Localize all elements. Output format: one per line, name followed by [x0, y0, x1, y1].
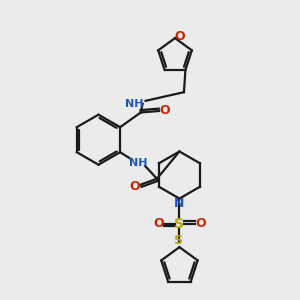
Text: NH: NH: [124, 99, 143, 110]
Text: O: O: [195, 217, 206, 230]
Text: NH: NH: [129, 158, 147, 167]
Text: O: O: [153, 217, 164, 230]
Text: O: O: [159, 104, 169, 118]
Text: S: S: [174, 217, 184, 231]
Text: N: N: [174, 197, 184, 210]
Text: O: O: [174, 30, 185, 43]
Text: O: O: [130, 180, 140, 193]
Text: S: S: [173, 234, 182, 247]
